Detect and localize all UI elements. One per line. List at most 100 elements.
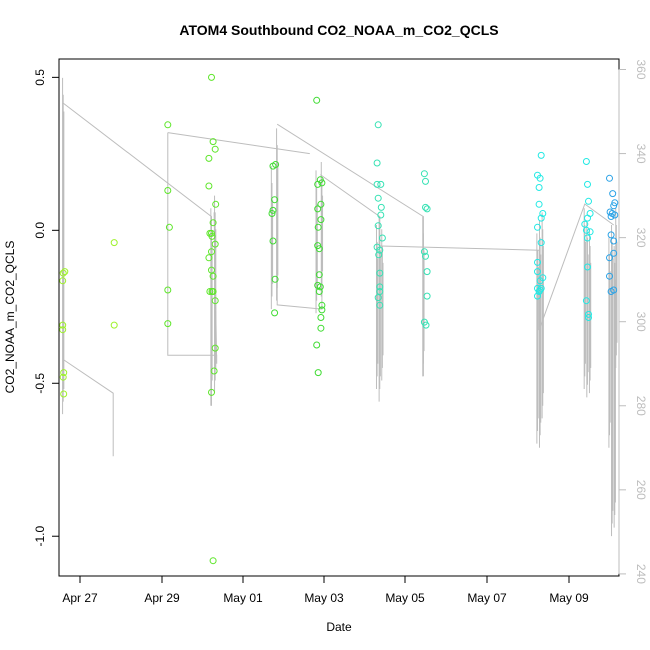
y2-tick-label: 340	[634, 144, 648, 164]
data-point	[420, 170, 428, 178]
data-point	[378, 234, 386, 242]
data-point	[211, 297, 219, 305]
data-point	[374, 194, 382, 202]
y-tick-label: -0.5	[33, 373, 47, 394]
data-point	[209, 557, 217, 565]
data-point	[376, 283, 384, 291]
x-tick-label: May 01	[223, 591, 263, 605]
data-point	[315, 288, 323, 295]
data-point	[376, 269, 384, 277]
altitude-transit-line	[320, 174, 614, 331]
x-tick-label: Apr 27	[62, 591, 98, 605]
data-point	[209, 219, 217, 227]
data-point	[271, 275, 279, 283]
data-point	[272, 161, 280, 168]
data-point	[164, 286, 172, 294]
data-point	[585, 197, 592, 205]
altitude-transit-line	[276, 174, 323, 310]
data-point	[314, 369, 322, 377]
y2-tick-label: 320	[634, 228, 648, 248]
altitude-lines	[62, 77, 618, 537]
data-point	[374, 121, 382, 129]
data-point	[585, 314, 592, 321]
data-point	[607, 213, 615, 220]
x-tick-label: May 09	[549, 591, 589, 605]
data-point	[420, 248, 428, 256]
data-point	[209, 288, 217, 295]
data-point	[584, 234, 591, 242]
data-point	[373, 159, 381, 167]
data-point	[585, 310, 592, 318]
x-axis-label: Date	[326, 620, 352, 634]
data-point	[208, 388, 215, 396]
data-point	[537, 239, 545, 247]
data-point	[423, 292, 431, 300]
data-point	[423, 268, 431, 276]
data-point	[208, 232, 216, 240]
data-point	[60, 390, 68, 398]
x-tick-label: May 03	[304, 591, 344, 605]
data-point	[374, 222, 382, 230]
data-point	[609, 190, 617, 198]
data-point	[59, 269, 67, 277]
data-point	[610, 202, 618, 210]
data-point	[606, 174, 613, 182]
plot-frame	[58, 58, 620, 577]
data-point	[315, 271, 323, 279]
data-point	[313, 341, 321, 349]
y2-tick-label: 240	[634, 564, 648, 584]
data-point	[211, 240, 219, 248]
data-point	[209, 138, 217, 146]
data-point	[316, 283, 324, 291]
data-point	[317, 324, 325, 332]
data-point	[376, 301, 384, 309]
data-point	[610, 237, 618, 245]
data-point	[373, 180, 381, 188]
data-point	[377, 203, 385, 211]
y2-tick-label: 300	[634, 312, 648, 332]
data-point	[584, 263, 591, 271]
altitude-transit-line	[276, 123, 424, 377]
x-tick-label: Apr 29	[144, 591, 180, 605]
data-point	[607, 231, 615, 239]
data-point	[536, 174, 544, 182]
data-point	[59, 277, 67, 285]
data-point	[537, 151, 545, 159]
data-point	[422, 321, 430, 329]
scatter-points	[59, 73, 619, 565]
data-point	[584, 214, 591, 222]
data-point	[317, 314, 325, 321]
data-point	[534, 258, 541, 266]
y-tick-label: -1.0	[33, 526, 47, 547]
data-point	[205, 254, 213, 262]
data-point	[59, 321, 67, 329]
data-point	[60, 369, 68, 377]
data-point	[534, 292, 541, 300]
data-point	[422, 177, 429, 185]
data-point	[584, 180, 591, 188]
data-point	[422, 203, 429, 211]
data-point	[535, 200, 543, 208]
x-axis: Apr 27 Apr 29 May 01 May 03 May 05 May 07 May …	[62, 575, 589, 605]
data-point	[110, 321, 118, 329]
data-point	[211, 344, 219, 352]
data-point	[586, 228, 594, 236]
chart-title: ATOM4 Southbound CO2_NOAA_m_CO2_QCLS	[179, 22, 498, 38]
data-point	[606, 254, 613, 262]
data-point	[582, 297, 590, 305]
data-point	[582, 158, 590, 165]
data-point	[206, 288, 214, 295]
data-point	[314, 205, 322, 213]
data-point	[318, 301, 326, 309]
data-point	[317, 200, 325, 208]
data-point	[268, 210, 276, 217]
y-tick-label: 0.5	[33, 69, 47, 86]
data-point	[212, 200, 220, 208]
data-point	[376, 246, 384, 254]
data-point	[377, 180, 385, 188]
y-tick-label: 0.0	[33, 222, 47, 239]
data-point	[375, 251, 383, 259]
data-point	[205, 182, 213, 190]
data-point	[61, 268, 69, 276]
data-point	[422, 252, 429, 260]
